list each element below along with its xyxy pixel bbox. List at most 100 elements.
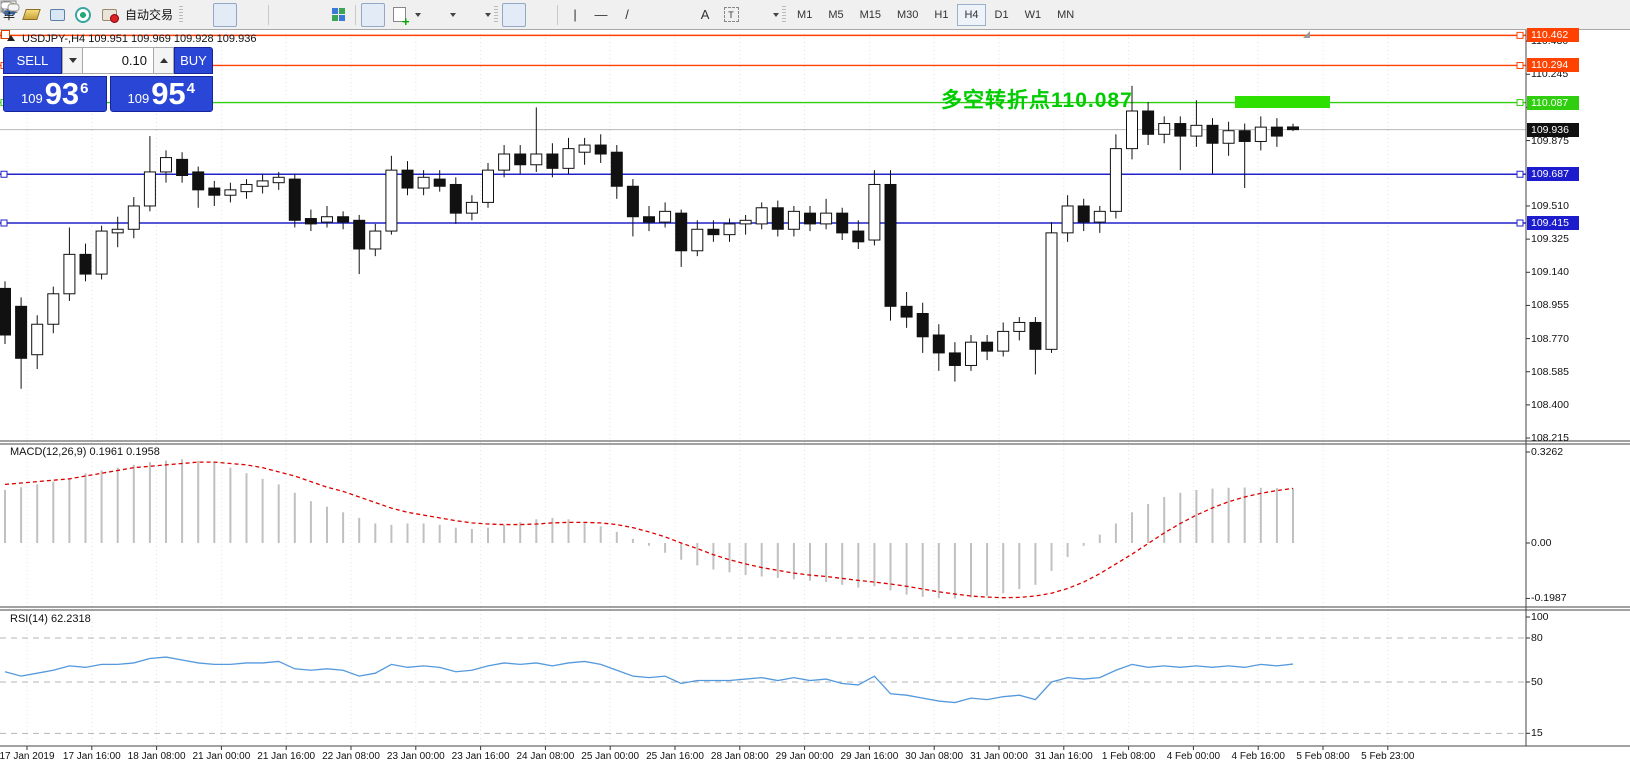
- time-axis-label: 28 Jan 08:00: [710, 751, 769, 762]
- price-axis-label: 108.400: [1531, 398, 1569, 411]
- buy-price-pips: 95: [151, 76, 186, 111]
- sell-price-pips: 93: [44, 76, 80, 111]
- indicators-icon[interactable]: [387, 3, 411, 27]
- market-watch-icon[interactable]: [45, 3, 69, 27]
- one-click-trading-panel: SELL 0.10 BUY 109 93 6 109 95 4: [3, 47, 213, 112]
- toolbar-grip: [782, 5, 787, 24]
- text-label-tool[interactable]: T: [719, 3, 743, 27]
- price-axis-label: 108.215: [1531, 432, 1569, 445]
- sell-price-point: 6: [80, 80, 89, 97]
- time-axis-label: 31 Jan 00:00: [970, 751, 1028, 762]
- market-store-icon[interactable]: [97, 3, 121, 27]
- timeframe-button-D1[interactable]: D1: [994, 8, 1009, 21]
- timeframe-button-M1[interactable]: M1: [797, 8, 813, 21]
- price-axis-label: 109.875: [1531, 134, 1569, 147]
- macd-axis-label: 0.3262: [1531, 446, 1564, 458]
- price-axis-label: 108.585: [1531, 365, 1569, 378]
- sell-button[interactable]: SELL: [3, 47, 62, 74]
- time-axis-label: 18 Jan 08:00: [127, 751, 186, 762]
- time-axis-label: 4 Feb 16:00: [1231, 751, 1285, 762]
- timeframe-button-M5[interactable]: M5: [828, 8, 844, 21]
- time-axis-label: 29 Jan 16:00: [840, 751, 899, 762]
- macd-indicator-label: MACD(12,26,9) 0.1961 0.1958: [10, 446, 160, 458]
- rsi-indicator-label: RSI(14) 62.2318: [10, 613, 91, 625]
- auto-trading-button[interactable]: 自动交易: [125, 8, 174, 22]
- vertical-line-tool[interactable]: |: [573, 7, 577, 22]
- time-axis-label: 29 Jan 00:00: [775, 751, 834, 762]
- macd-axis-label: -0.1987: [1531, 592, 1567, 605]
- trendline-tool[interactable]: /: [625, 7, 629, 22]
- rsi-axis-label: 100: [1531, 611, 1549, 623]
- price-axis-label: 109.140: [1531, 266, 1569, 279]
- price-badge-109.687: 109.687: [1527, 167, 1579, 182]
- candlestick-chart-type-icon[interactable]: [1, 2, 238, 27]
- chart-shift-icon[interactable]: [2, 2, 386, 27]
- buy-button[interactable]: BUY: [174, 47, 213, 74]
- price-badge-109.415: 109.415: [1527, 216, 1579, 230]
- chart-title: USDJPY-,H4 109.951 109.969 109.928 109.9…: [22, 33, 257, 45]
- time-axis-label: 21 Jan 16:00: [257, 751, 316, 762]
- time-axis-label: 5 Feb 23:00: [1361, 751, 1415, 762]
- signal-icon[interactable]: [71, 3, 95, 27]
- timeframe-button-M15[interactable]: M15: [859, 8, 881, 21]
- time-axis-label: 5 Feb 08:00: [1296, 751, 1350, 762]
- time-axis-label: 24 Jan 08:00: [516, 751, 575, 762]
- toolbar-grip: [179, 5, 184, 24]
- rsi-axis-label: 15: [1531, 727, 1543, 740]
- rsi-axis-label: 50: [1531, 676, 1543, 688]
- macd-axis-label: 0.00: [1531, 537, 1552, 549]
- price-badge-109.936: 109.936: [1527, 122, 1579, 137]
- time-axis-label: 22 Jan 08:00: [322, 751, 380, 762]
- timeframe-button-H4[interactable]: H4: [957, 3, 986, 26]
- text-tool[interactable]: A: [700, 7, 710, 22]
- timeframe-button-M30[interactable]: M30: [897, 8, 919, 21]
- sell-price-display[interactable]: 109 93 6: [3, 76, 107, 112]
- time-axis-label: 17 Jan 16:00: [62, 751, 121, 762]
- horizontal-line-tool[interactable]: —: [594, 7, 608, 22]
- timeframe-bar: M1 M5 M15 M30 H1 H4 D1 W1 MN: [789, 3, 1082, 26]
- buy-price-figure: 109: [127, 91, 150, 106]
- time-axis-label: 31 Jan 16:00: [1034, 751, 1093, 762]
- indicators-dropdown-icon[interactable]: [415, 12, 422, 17]
- timeframe-button-H1[interactable]: H1: [934, 8, 949, 21]
- volume-input[interactable]: 0.10: [83, 47, 153, 74]
- buy-price-display[interactable]: 109 95 4: [109, 76, 213, 112]
- chat-icon[interactable]: [0, 1, 1619, 27]
- price-badge-110.087: 110.087: [1527, 95, 1579, 110]
- time-axis-label: 4 Feb 00:00: [1166, 751, 1221, 762]
- price-axis-label: 108.770: [1531, 332, 1569, 345]
- time-axis-label: 21 Jan 00:00: [192, 751, 251, 762]
- main-toolbar: 单 自动交易: [0, 0, 1630, 30]
- volume-decrease-button[interactable]: [62, 47, 83, 74]
- price-badge-110.462: 110.462: [1527, 28, 1579, 43]
- price-axis-label: 109.325: [1531, 233, 1569, 246]
- time-axis-label: 25 Jan 16:00: [646, 751, 704, 762]
- buy-price-point: 4: [186, 80, 196, 97]
- shapes-dropdown-icon[interactable]: [773, 12, 780, 17]
- time-axis-label: 17 Jan 2019: [0, 751, 55, 762]
- templates-dropdown-icon[interactable]: [485, 12, 492, 17]
- tile-windows-icon[interactable]: [326, 3, 350, 27]
- timeframe-button-W1[interactable]: W1: [1024, 8, 1042, 21]
- volume-increase-button[interactable]: [153, 47, 174, 74]
- price-badge-110.294: 110.294: [1527, 58, 1579, 73]
- periods-dropdown-icon[interactable]: [450, 12, 457, 17]
- sell-price-figure: 109: [20, 91, 43, 106]
- time-axis-label: 30 Jan 08:00: [905, 751, 964, 762]
- time-axis-label: 23 Jan 16:00: [451, 751, 510, 762]
- time-axis-label: 23 Jan 00:00: [386, 751, 445, 762]
- timeframe-button-MN[interactable]: MN: [1057, 8, 1075, 21]
- autoscroll-marker-icon[interactable]: [1303, 31, 1310, 38]
- price-axis-label: 108.955: [1531, 299, 1569, 312]
- subwindow-collapse-icon[interactable]: [7, 35, 15, 41]
- time-axis-label: 25 Jan 00:00: [581, 751, 640, 762]
- price-axis-label: 109.510: [1531, 199, 1569, 212]
- chart-annotation-text: 多空转折点110.087: [941, 89, 1133, 112]
- chart-corner-marker: [1, 30, 10, 39]
- cursor-tool-icon[interactable]: [4, 1, 527, 27]
- toolbar-grip: [494, 5, 499, 24]
- time-axis-label: 1 Feb 08:00: [1101, 751, 1156, 762]
- rsi-axis-label: 80: [1531, 631, 1543, 644]
